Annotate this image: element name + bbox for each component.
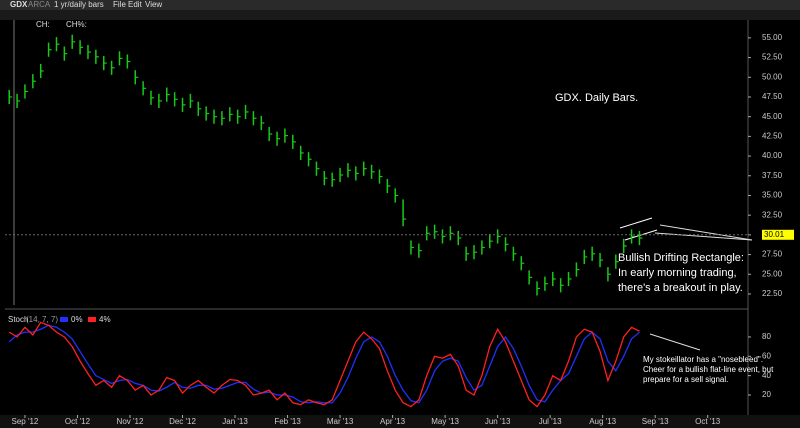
x-tick-label: Jun '13 [485,417,511,426]
y-tick-label: 27.50 [762,250,783,259]
symbol[interactable]: GDX [10,0,28,9]
last-price-label: 30.01 [764,230,785,239]
annotation: My stokeillator has a "nosebleed". [643,355,763,364]
y-tick-label: 40 [762,371,771,380]
last-price-box [762,229,794,240]
annotation: prepare for a sell signal. [643,375,728,384]
annotation: there's a breakout in play. [618,282,743,294]
menu-bar [0,0,800,10]
field-label: CH%: [66,20,87,29]
x-tick-label: Oct '13 [695,417,721,426]
arrow [654,232,753,241]
field-label: CH: [36,20,50,29]
x-tick-label: Feb '13 [274,417,301,426]
menu-item[interactable]: View [145,0,162,9]
y-tick-label: 22.50 [762,289,783,298]
y-tick-label: 40.00 [762,151,783,160]
y-tick-label: 25.00 [762,269,783,278]
x-tick-label: Sep '12 [12,417,39,426]
x-tick-label: May '13 [431,417,459,426]
annotation: Cheer for a bullish flat-line event, but [643,365,774,374]
stoch-line [8,321,640,408]
x-tick-label: Oct '12 [65,417,91,426]
x-tick-label: Jul '13 [539,417,562,426]
panel-subtitle: (14, 7, 7) [26,315,58,324]
y-tick-label: 32.50 [762,210,783,219]
y-tick-label: 55.00 [762,33,783,42]
x-tick-label: Jan '13 [222,417,248,426]
chart-area [0,20,800,415]
y-tick-label: 45.00 [762,112,783,121]
menu-item[interactable]: File [113,0,126,9]
trend-line [619,217,653,229]
arrow [649,333,701,351]
panel-title: Stoch [8,315,28,324]
annotation: Bullish Drifting Rectangle: [618,252,744,264]
y-tick-label: 80 [762,332,771,341]
legend-swatch [60,317,68,322]
exchange: ARCA [28,0,51,9]
x-tick-label: Nov '12 [117,417,144,426]
legend-swatch [88,317,96,322]
y-tick-label: 52.50 [762,53,783,62]
x-tick-label: Apr '13 [380,417,406,426]
y-tick-label: 60 [762,351,771,360]
date-axis [0,415,800,428]
y-tick-label: 35.00 [762,191,783,200]
y-tick-label: 47.50 [762,92,783,101]
y-tick-label: 42.50 [762,131,783,140]
chart-title: GDX. Daily Bars. [555,92,638,104]
period[interactable]: 1 yr/daily bars [54,0,104,9]
x-tick-label: Aug '13 [589,417,616,426]
y-tick-label: 20 [762,390,771,399]
tool-bar [0,10,800,20]
y-tick-label: 37.50 [762,171,783,180]
legend-label: 4% [99,315,111,324]
annotation: In early morning trading, [618,267,737,279]
x-tick-label: Dec '12 [169,417,196,426]
x-tick-label: Mar '13 [327,417,354,426]
menu-item[interactable]: Edit [128,0,143,9]
x-tick-label: Sep '13 [642,417,669,426]
y-tick-label: 50.00 [762,72,783,81]
legend-label: 0% [71,315,83,324]
arrow [659,224,753,241]
